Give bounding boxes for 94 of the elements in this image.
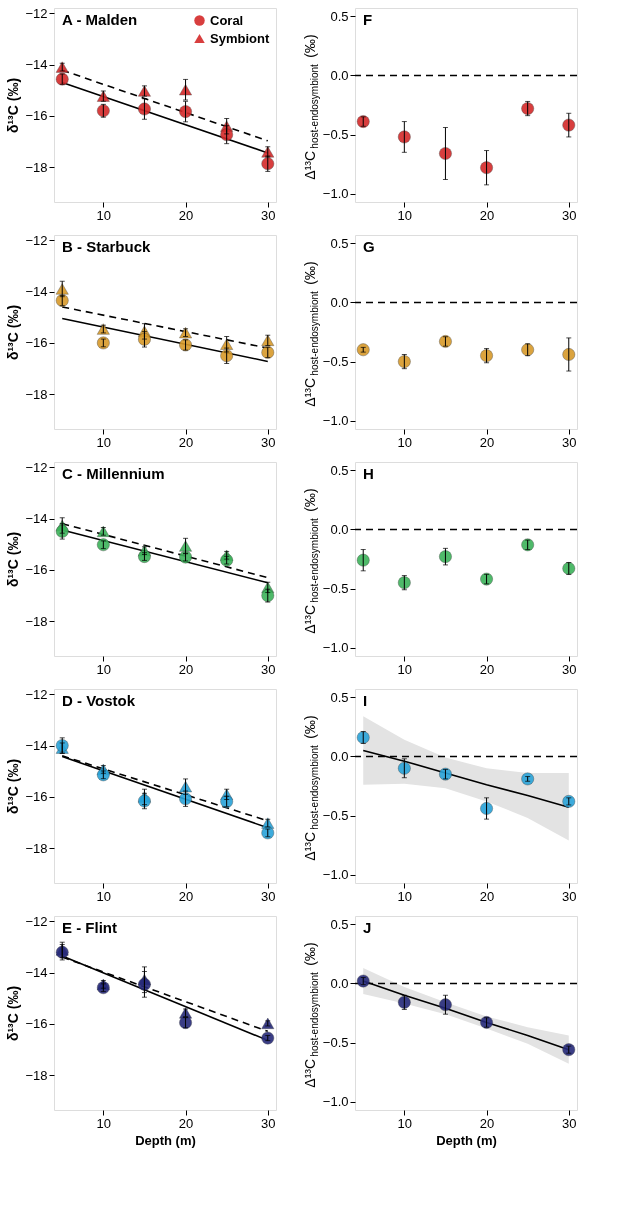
x-axis-title: Depth (m) xyxy=(135,1132,196,1148)
legend-label: Symbiont xyxy=(210,30,270,46)
chart-title: I xyxy=(363,692,368,709)
y-tick-label: −16 xyxy=(25,562,48,578)
x-tick-label: 20 xyxy=(178,207,194,223)
y-axis-title: Δ¹³Chost-endosymbiont (‰) xyxy=(302,715,320,861)
chart-title: E - Flint xyxy=(62,919,117,936)
chart-title: G xyxy=(363,238,375,255)
y-axis-title: Δ¹³Chost-endosymbiont (‰) xyxy=(302,488,320,634)
x-tick-label: 30 xyxy=(562,207,577,223)
x-tick-label: 10 xyxy=(96,888,112,904)
x-tick-label: 10 xyxy=(397,661,413,677)
chart-title: F xyxy=(363,11,373,28)
y-tick-label: −18 xyxy=(25,159,48,175)
y-tick-label: −12 xyxy=(25,5,48,21)
chart-title: A - Malden xyxy=(62,11,138,28)
x-tick-label: 10 xyxy=(397,207,413,223)
y-tick-label: −16 xyxy=(25,1016,48,1032)
y-tick-label: −0.5 xyxy=(322,1035,349,1051)
x-tick-label: 10 xyxy=(96,661,112,677)
y-axis-title: Δ¹³Chost-endosymbiont (‰) xyxy=(302,942,320,1088)
y-tick-label: −0.5 xyxy=(322,581,349,597)
y-axis-title: δ¹³C (‰) xyxy=(5,531,22,588)
x-tick-label: 30 xyxy=(261,888,276,904)
y-tick-label: 0.0 xyxy=(330,67,349,83)
y-tick-label: −12 xyxy=(25,686,48,702)
y-tick-label: −12 xyxy=(25,913,48,929)
x-tick-label: 30 xyxy=(261,434,276,450)
y-tick-label: −18 xyxy=(25,1067,48,1083)
x-tick-label: 20 xyxy=(479,207,495,223)
y-tick-label: −0.5 xyxy=(322,354,349,370)
x-tick-label: 20 xyxy=(178,1115,194,1131)
x-tick-label: 10 xyxy=(96,434,112,450)
y-tick-label: −1.0 xyxy=(322,867,349,883)
y-tick-label: −18 xyxy=(25,386,48,402)
chart-title: J xyxy=(363,919,372,936)
chart-title: B - Starbuck xyxy=(62,238,152,255)
legend-label: Coral xyxy=(210,12,244,28)
y-tick-label: −18 xyxy=(25,613,48,629)
x-tick-label: 30 xyxy=(562,1115,577,1131)
x-tick-label: 20 xyxy=(178,661,194,677)
x-tick-label: 30 xyxy=(261,207,276,223)
x-tick-label: 10 xyxy=(96,207,112,223)
y-axis-title: δ¹³C (‰) xyxy=(5,758,22,815)
y-tick-label: 0.0 xyxy=(330,748,349,764)
x-tick-label: 10 xyxy=(397,888,413,904)
y-tick-label: −1.0 xyxy=(322,640,349,656)
y-tick-label: 0.5 xyxy=(330,8,349,24)
chart-title: C - Millennium xyxy=(62,465,165,482)
x-tick-label: 20 xyxy=(479,434,495,450)
x-axis-title: Depth (m) xyxy=(436,1132,497,1148)
y-axis-title: δ¹³C (‰) xyxy=(5,985,22,1042)
x-tick-label: 20 xyxy=(479,888,495,904)
y-tick-label: −16 xyxy=(25,789,48,805)
y-tick-label: −14 xyxy=(25,57,48,73)
y-tick-label: 0.0 xyxy=(330,975,349,991)
y-tick-label: −0.5 xyxy=(322,127,349,143)
y-axis-title: Δ¹³Chost-endosymbiont (‰) xyxy=(302,34,320,180)
x-tick-label: 20 xyxy=(479,1115,495,1131)
y-tick-label: 0.5 xyxy=(330,235,349,251)
x-tick-label: 30 xyxy=(261,661,276,677)
x-tick-label: 20 xyxy=(479,661,495,677)
chart-title: H xyxy=(363,465,374,482)
y-tick-label: 0.5 xyxy=(330,916,349,932)
y-axis-title: Δ¹³Chost-endosymbiont (‰) xyxy=(302,261,320,407)
y-tick-label: 0.5 xyxy=(330,689,349,705)
y-tick-label: −1.0 xyxy=(322,1094,349,1110)
y-tick-label: 0.5 xyxy=(330,462,349,478)
y-tick-label: −14 xyxy=(25,284,48,300)
y-tick-label: −16 xyxy=(25,108,48,124)
y-tick-label: −16 xyxy=(25,335,48,351)
y-tick-label: −12 xyxy=(25,232,48,248)
y-tick-label: −18 xyxy=(25,840,48,856)
y-tick-label: 0.0 xyxy=(330,294,349,310)
y-tick-label: 0.0 xyxy=(330,521,349,537)
chart-title: D - Vostok xyxy=(62,692,136,709)
x-tick-label: 10 xyxy=(397,434,413,450)
y-tick-label: −14 xyxy=(25,738,48,754)
x-tick-label: 30 xyxy=(562,434,577,450)
y-axis-title: δ¹³C (‰) xyxy=(5,304,22,361)
x-tick-label: 20 xyxy=(178,888,194,904)
x-tick-label: 20 xyxy=(178,434,194,450)
x-tick-label: 30 xyxy=(261,1115,276,1131)
y-tick-label: −0.5 xyxy=(322,808,349,824)
y-tick-label: −14 xyxy=(25,511,48,527)
x-tick-label: 30 xyxy=(562,888,577,904)
y-axis-title: δ¹³C (‰) xyxy=(5,77,22,134)
x-tick-label: 10 xyxy=(96,1115,112,1131)
y-tick-label: −1.0 xyxy=(322,413,349,429)
x-tick-label: 10 xyxy=(397,1115,413,1131)
y-tick-label: −1.0 xyxy=(322,186,349,202)
y-tick-label: −14 xyxy=(25,965,48,981)
x-tick-label: 30 xyxy=(562,661,577,677)
y-tick-label: −12 xyxy=(25,459,48,475)
